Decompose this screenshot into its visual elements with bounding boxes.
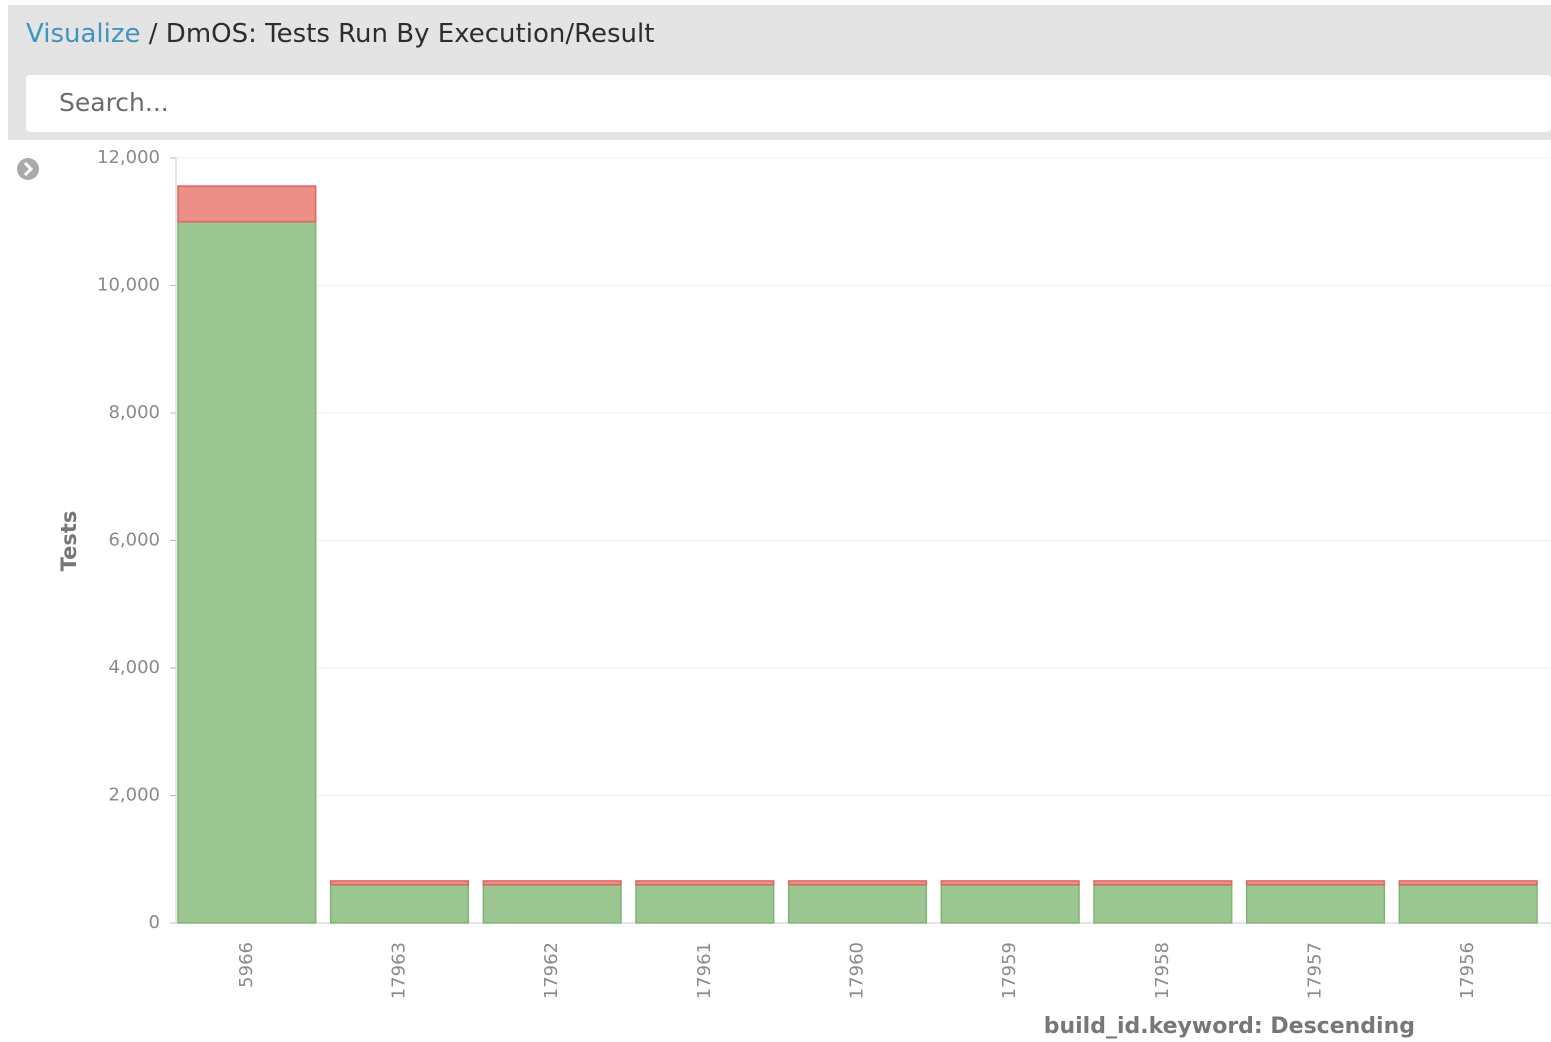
bar-segment bbox=[1093, 884, 1233, 924]
x-tick-label: 17960 bbox=[847, 942, 868, 999]
bar-segment bbox=[482, 884, 622, 924]
search-box[interactable]: Search... bbox=[26, 75, 1551, 132]
x-tick-label: 17959 bbox=[999, 942, 1020, 999]
x-tick-label: 17956 bbox=[1457, 942, 1478, 999]
header: Visualize / DmOS: Tests Run By Execution… bbox=[8, 5, 1551, 140]
breadcrumb: Visualize / DmOS: Tests Run By Execution… bbox=[26, 19, 654, 49]
bar-segment bbox=[1093, 880, 1233, 886]
bar-segment bbox=[787, 884, 928, 924]
y-tick-label: 0 bbox=[149, 912, 160, 933]
bar-segment bbox=[1398, 884, 1538, 924]
bar-segment bbox=[940, 884, 1080, 924]
y-axis-title: Tests bbox=[57, 511, 81, 572]
bar-segment bbox=[1245, 884, 1386, 924]
x-tick-label: 17962 bbox=[541, 942, 562, 999]
y-tick-label: 2,000 bbox=[108, 785, 160, 806]
x-tick-label: 17958 bbox=[1152, 942, 1173, 999]
bar-segment bbox=[787, 880, 928, 886]
x-tick-label: 5966 bbox=[236, 942, 257, 988]
toggle-icon[interactable] bbox=[17, 158, 39, 180]
bar-segment bbox=[940, 880, 1080, 886]
bar-segment bbox=[635, 880, 775, 886]
toggle-arrow bbox=[23, 161, 34, 177]
bar-segment bbox=[635, 884, 775, 924]
x-tick-label: 17957 bbox=[1305, 942, 1326, 999]
y-tick-label: 4,000 bbox=[108, 657, 160, 678]
bar-segment bbox=[329, 880, 470, 886]
bar-segment bbox=[1398, 880, 1538, 886]
y-tick-label: 12,000 bbox=[97, 147, 160, 168]
bar-segment bbox=[482, 880, 622, 886]
y-tick-label: 6,000 bbox=[108, 530, 160, 551]
breadcrumb-separator: / bbox=[148, 19, 158, 49]
bar-segment bbox=[1245, 880, 1386, 886]
breadcrumb-title: DmOS: Tests Run By Execution/Result bbox=[165, 19, 655, 49]
x-axis-title: build_id.keyword: Descending bbox=[1044, 1014, 1415, 1039]
breadcrumb-link[interactable]: Visualize bbox=[26, 19, 141, 49]
bar-segment bbox=[177, 185, 317, 223]
y-tick-label: 8,000 bbox=[108, 402, 160, 423]
bar-segment bbox=[329, 884, 470, 924]
x-tick-label: 17961 bbox=[694, 942, 715, 999]
y-tick-label: 10,000 bbox=[97, 275, 160, 296]
search-placeholder: Search... bbox=[59, 88, 169, 117]
x-tick-label: 17963 bbox=[389, 942, 410, 999]
bar-segment bbox=[177, 221, 317, 924]
